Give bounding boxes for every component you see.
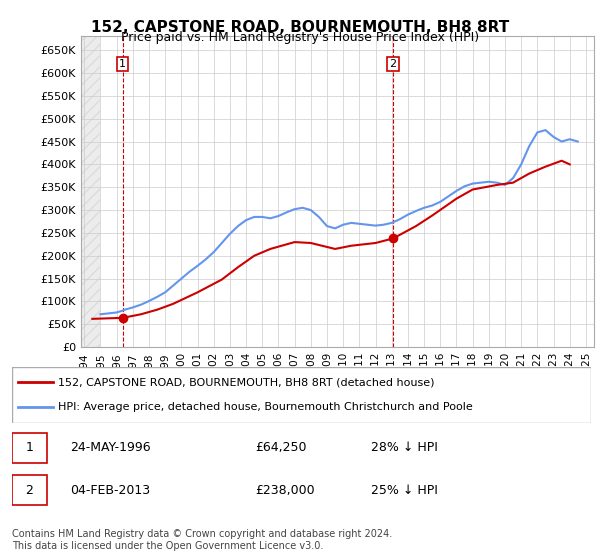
Text: 152, CAPSTONE ROAD, BOURNEMOUTH, BH8 8RT (detached house): 152, CAPSTONE ROAD, BOURNEMOUTH, BH8 8RT… xyxy=(58,377,435,388)
FancyBboxPatch shape xyxy=(12,475,47,505)
Text: HPI: Average price, detached house, Bournemouth Christchurch and Poole: HPI: Average price, detached house, Bour… xyxy=(58,402,473,412)
FancyBboxPatch shape xyxy=(12,367,591,423)
Text: 25% ↓ HPI: 25% ↓ HPI xyxy=(371,484,438,497)
Text: Price paid vs. HM Land Registry's House Price Index (HPI): Price paid vs. HM Land Registry's House … xyxy=(121,31,479,44)
Text: Contains HM Land Registry data © Crown copyright and database right 2024.
This d: Contains HM Land Registry data © Crown c… xyxy=(12,529,392,551)
FancyBboxPatch shape xyxy=(12,433,47,463)
Text: 04-FEB-2013: 04-FEB-2013 xyxy=(70,484,150,497)
Text: 1: 1 xyxy=(119,59,126,69)
Text: £64,250: £64,250 xyxy=(255,441,307,454)
Text: 2: 2 xyxy=(389,59,397,69)
Text: 24-MAY-1996: 24-MAY-1996 xyxy=(70,441,151,454)
Text: 2: 2 xyxy=(25,484,34,497)
Text: 1: 1 xyxy=(25,441,34,454)
Bar xyxy=(81,36,100,347)
Text: £238,000: £238,000 xyxy=(255,484,315,497)
Text: 28% ↓ HPI: 28% ↓ HPI xyxy=(371,441,438,454)
Text: 152, CAPSTONE ROAD, BOURNEMOUTH, BH8 8RT: 152, CAPSTONE ROAD, BOURNEMOUTH, BH8 8RT xyxy=(91,20,509,35)
